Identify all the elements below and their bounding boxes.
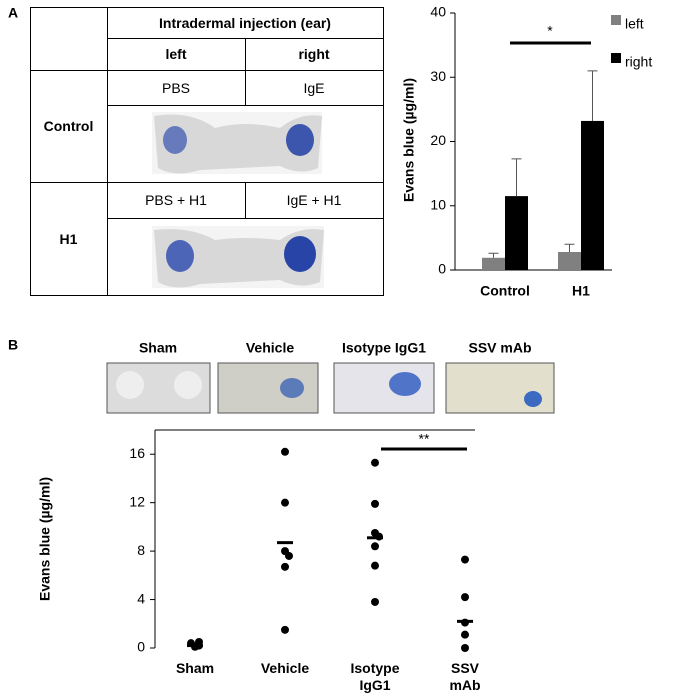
- data-point: [461, 593, 469, 602]
- table-cell: IgE + H1: [286, 192, 342, 208]
- y-tick-label: 16: [129, 445, 145, 461]
- data-point: [371, 458, 379, 467]
- photos-b: [106, 362, 555, 414]
- row-label: H1: [59, 230, 78, 247]
- y-tick-label: 4: [137, 590, 145, 606]
- photo-control: [152, 112, 322, 174]
- bar: [558, 252, 581, 270]
- panel-label: A: [8, 5, 18, 21]
- data-point: [281, 625, 289, 634]
- y-tick-label: 30: [430, 68, 446, 84]
- data-point: [371, 597, 379, 606]
- data-point: [281, 562, 289, 571]
- error-bar: [511, 158, 522, 197]
- y-tick-label: 0: [438, 261, 446, 277]
- photo-h1: [152, 226, 324, 288]
- data-point: [281, 447, 289, 456]
- legend-swatch: [611, 53, 621, 63]
- data-point: [195, 637, 203, 646]
- bar: [482, 257, 505, 270]
- table-grid: [30, 7, 384, 296]
- column-header: right: [298, 46, 330, 62]
- table-cell: IgE: [303, 79, 325, 96]
- photo-label: Vehicle: [246, 340, 294, 356]
- data-point: [371, 542, 379, 551]
- x-tick-label: SSV mAb: [449, 660, 481, 693]
- significance-label: **: [419, 431, 430, 447]
- x-tick-label: Isotype IgG1: [350, 660, 400, 693]
- bar: [505, 196, 528, 270]
- table-cell: PBS + H1: [145, 192, 207, 208]
- panel-label: B: [8, 337, 18, 353]
- x-tick-label: Sham: [175, 660, 215, 676]
- photo-label: Sham: [139, 340, 177, 356]
- y-tick-label: 12: [129, 493, 145, 509]
- y-tick-label: 0: [137, 639, 145, 655]
- data-point: [461, 644, 469, 652]
- data-point: [281, 498, 289, 507]
- legend-label: left: [625, 16, 644, 32]
- y-tick-label: 20: [430, 132, 446, 148]
- row-label: Control: [43, 118, 94, 134]
- y-axis-label: Evans blue (µg/ml): [37, 477, 53, 601]
- error-bar: [488, 252, 499, 258]
- x-tick-label: Vehicle: [260, 660, 310, 676]
- y-tick-label: 40: [430, 4, 446, 20]
- y-axis-label: Evans blue (µg/ml): [401, 78, 417, 202]
- y-tick-label: 10: [430, 196, 446, 212]
- data-point: [371, 499, 379, 508]
- error-bar: [587, 70, 598, 121]
- x-tick-label: H1: [572, 283, 590, 299]
- table-cell: PBS: [161, 79, 190, 96]
- photo-label: Isotype IgG1: [342, 340, 426, 356]
- bar: [581, 120, 604, 270]
- data-point: [371, 561, 379, 570]
- error-bar: [564, 243, 575, 253]
- data-point: [285, 551, 293, 560]
- table-header: Intradermal injection (ear): [159, 14, 331, 31]
- x-tick-label: Control: [480, 283, 530, 299]
- photo-label: SSV mAb: [468, 340, 531, 356]
- column-header: left: [165, 46, 187, 62]
- legend-swatch: [611, 15, 621, 25]
- legend-label: right: [625, 54, 652, 70]
- data-point: [461, 630, 469, 639]
- significance-label: *: [547, 23, 553, 39]
- data-point: [461, 555, 469, 564]
- y-tick-label: 8: [137, 542, 145, 558]
